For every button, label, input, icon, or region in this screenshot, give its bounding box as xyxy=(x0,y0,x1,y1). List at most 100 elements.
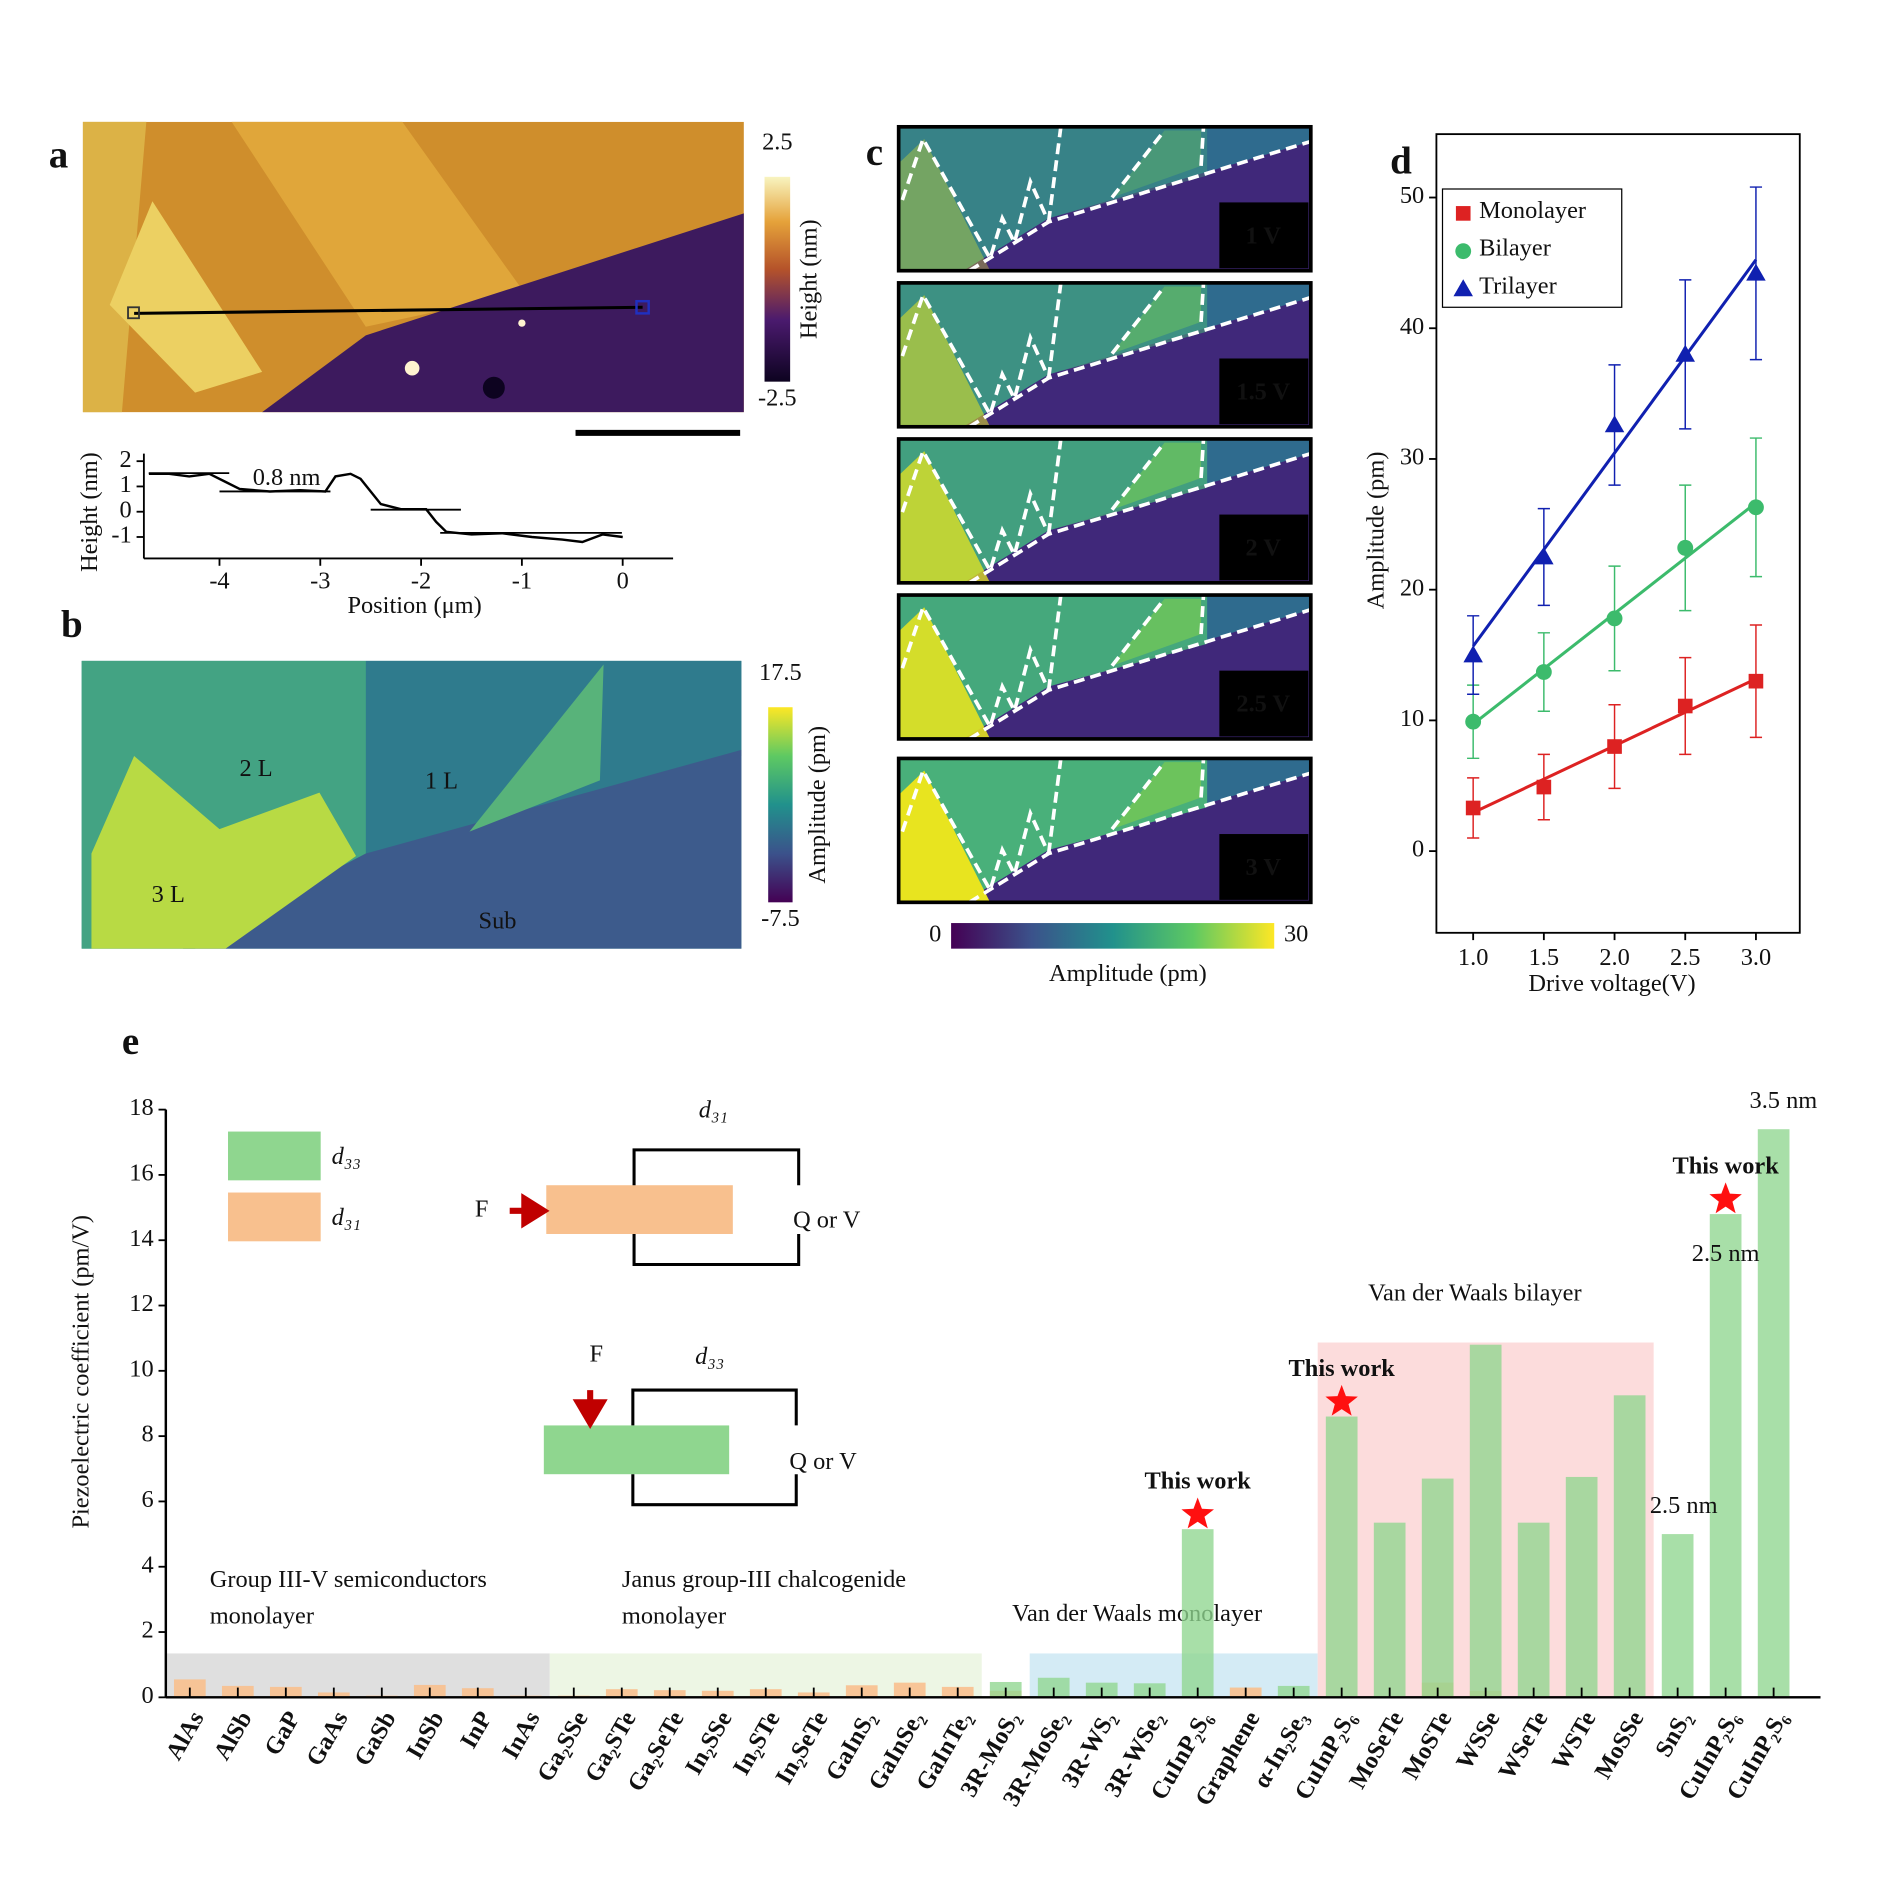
x-tick-label: InSb xyxy=(401,1707,449,1764)
annotation: This work xyxy=(1289,1355,1396,1382)
boundary xyxy=(900,126,1312,273)
marker xyxy=(1465,800,1481,816)
marker xyxy=(1748,673,1764,689)
boundary xyxy=(900,594,1312,741)
voltage-label: 3 V xyxy=(1246,854,1282,881)
region-label: 3 L xyxy=(152,881,185,908)
bar xyxy=(1565,1476,1598,1698)
region xyxy=(898,770,991,903)
colorbar-label: Amplitude (pm) xyxy=(804,726,831,884)
y-tick-label: 10 xyxy=(1400,705,1424,732)
marker xyxy=(1677,698,1693,714)
voltage-label: 2 V xyxy=(1246,535,1282,562)
bar xyxy=(1757,1129,1790,1698)
y-tick-label: 2 xyxy=(120,446,132,473)
x-tick-label: -1 xyxy=(512,567,532,594)
force-arrow xyxy=(509,1193,550,1229)
marker xyxy=(1677,539,1694,556)
bar xyxy=(1325,1416,1358,1698)
d33-plate xyxy=(543,1425,730,1475)
x-tick-label: AlAs xyxy=(161,1707,210,1765)
colorbar-tick-label: -7.5 xyxy=(761,905,800,932)
bar xyxy=(1421,1478,1454,1698)
x-axis-label: Drive voltage(V) xyxy=(1528,970,1695,997)
y-tick-label: 8 xyxy=(141,1421,153,1448)
y-tick-label: 0 xyxy=(1412,836,1424,863)
annotation: 2.5 nm xyxy=(1650,1492,1718,1519)
y-tick-label: 0 xyxy=(141,1682,153,1709)
profile-end xyxy=(635,299,650,315)
colorbar-label: Height (nm) xyxy=(795,219,822,339)
x-tick-label: SnS₂ xyxy=(1650,1707,1697,1762)
profile-start xyxy=(127,306,140,320)
legend-label: Monolayer xyxy=(1479,197,1586,224)
frame-border xyxy=(896,124,1313,273)
force-arrow xyxy=(572,1390,608,1429)
marker xyxy=(1463,645,1483,663)
circuit xyxy=(631,1388,798,1507)
frame-border xyxy=(896,437,1313,585)
y-tick-label: 14 xyxy=(129,1225,153,1252)
voltage-box xyxy=(1219,670,1309,737)
boundary xyxy=(900,282,1312,429)
frame-border xyxy=(896,281,1313,429)
colorbar xyxy=(951,923,1275,949)
bar xyxy=(1469,1344,1502,1698)
star xyxy=(1325,1384,1358,1416)
region-label: Van der Waals bilayer xyxy=(1368,1280,1582,1307)
particle xyxy=(518,319,526,327)
star xyxy=(1181,1497,1214,1529)
y-tick-label: 40 xyxy=(1400,313,1424,340)
voltage-box xyxy=(1219,202,1309,269)
bar xyxy=(1613,1395,1646,1698)
legend-marker xyxy=(1455,243,1472,260)
bar xyxy=(1181,1529,1214,1698)
x-tick-label: In₂SSe xyxy=(680,1707,738,1780)
x-tick-label: MoSSe xyxy=(1589,1707,1649,1784)
region xyxy=(91,756,357,949)
marker xyxy=(1607,739,1622,754)
x-tick-label: 1.5 xyxy=(1529,944,1559,971)
voltage-label: 1.5 V xyxy=(1236,378,1290,405)
annotation: This work xyxy=(1145,1467,1252,1494)
inset-label: d₃₃ xyxy=(695,1343,724,1370)
x-tick-label: WSeTe xyxy=(1493,1707,1553,1784)
bar xyxy=(1517,1522,1550,1698)
colorbar-label: Amplitude (pm) xyxy=(1049,960,1207,987)
plot-frame xyxy=(1435,133,1801,934)
marker xyxy=(1535,664,1552,680)
x-tick-label: 1.0 xyxy=(1458,944,1488,971)
x-tick-label: -4 xyxy=(209,567,229,594)
particle xyxy=(482,376,505,399)
region xyxy=(1112,130,1202,198)
panel-label: c xyxy=(866,131,883,174)
region xyxy=(898,139,991,271)
x-tick-label: InAs xyxy=(497,1707,545,1764)
y-tick-label: 2 xyxy=(141,1617,153,1644)
inset-label: F xyxy=(475,1195,489,1222)
region-label: monolayer xyxy=(210,1603,314,1630)
profile-path xyxy=(134,305,643,315)
profile-line xyxy=(148,472,623,544)
region xyxy=(182,749,742,949)
y-tick-label: 20 xyxy=(1400,574,1424,601)
frame-border xyxy=(896,593,1313,741)
annotation: This work xyxy=(1672,1152,1779,1179)
y-tick-label: 1 xyxy=(120,471,132,498)
y-axis-label: Piezoelectric coefficient (pm/V) xyxy=(68,1215,95,1529)
particle xyxy=(404,360,420,376)
region xyxy=(262,213,744,413)
x-tick-label: -2 xyxy=(411,567,431,594)
x-tick-label: 3.0 xyxy=(1741,944,1771,971)
x-tick-label: MoSTe xyxy=(1397,1707,1457,1784)
x-axis-label: Position (μm) xyxy=(347,592,481,619)
bar xyxy=(1037,1677,1070,1698)
marker xyxy=(1465,713,1482,730)
region xyxy=(898,451,991,583)
colorbar-tick-label: 17.5 xyxy=(759,659,802,686)
region xyxy=(1112,598,1202,666)
legend-label: d₃₃ xyxy=(332,1143,361,1170)
bar xyxy=(1709,1214,1742,1698)
panel-label: b xyxy=(61,603,83,646)
